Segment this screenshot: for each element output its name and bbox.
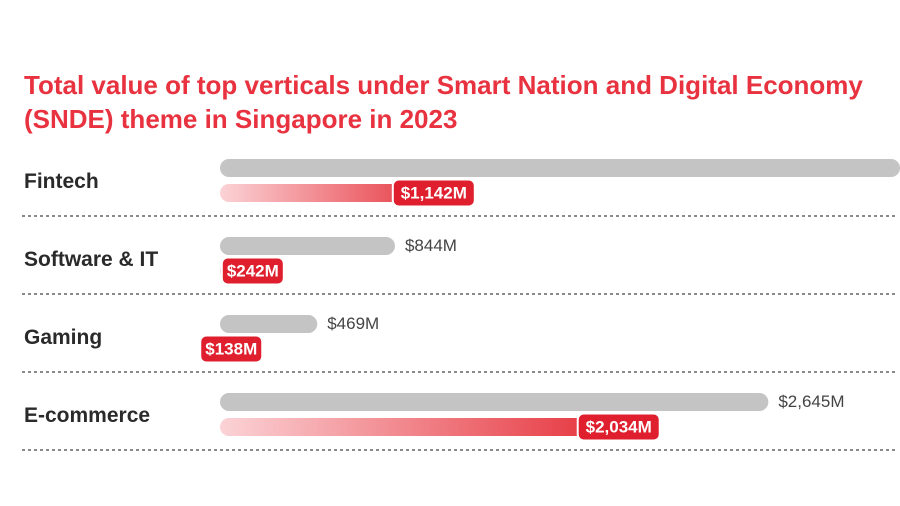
gray-bar-fintech [220, 159, 900, 177]
gray-bar-gaming [220, 315, 318, 333]
category-label-fintech: Fintech [24, 170, 99, 193]
gray-bar-value-gaming: $469M [327, 314, 379, 333]
value-pill-label-fintech: $1,142M [401, 184, 467, 203]
value-pill-label-gaming: $138M [205, 340, 257, 359]
chart-title: Total value of top verticals under Smart… [24, 70, 863, 134]
gray-bar-software-it [220, 237, 395, 255]
value-pill-software-it [220, 256, 285, 286]
gray-bar-value-e-commerce: $2,645M [778, 392, 844, 411]
gray-bar-value-software-it: $844M [405, 236, 457, 255]
category-label-gaming: Gaming [24, 326, 102, 349]
category-label-e-commerce: E-commerce [24, 404, 150, 427]
plot-group: Fintech $1,142M Software & IT $844M $242M Gam… [22, 159, 900, 451]
value-pill-label-software-it: $242M [227, 262, 279, 281]
gray-bar-e-commerce [220, 393, 769, 411]
red-bar-e-commerce [220, 418, 642, 436]
value-pill-label-e-commerce: $2,034M [586, 418, 652, 437]
category-label-software-it: Software & IT [24, 248, 158, 271]
value-pill-fintech [391, 178, 476, 208]
value-pill-e-commerce [576, 412, 661, 442]
value-pill-gaming [199, 334, 264, 364]
